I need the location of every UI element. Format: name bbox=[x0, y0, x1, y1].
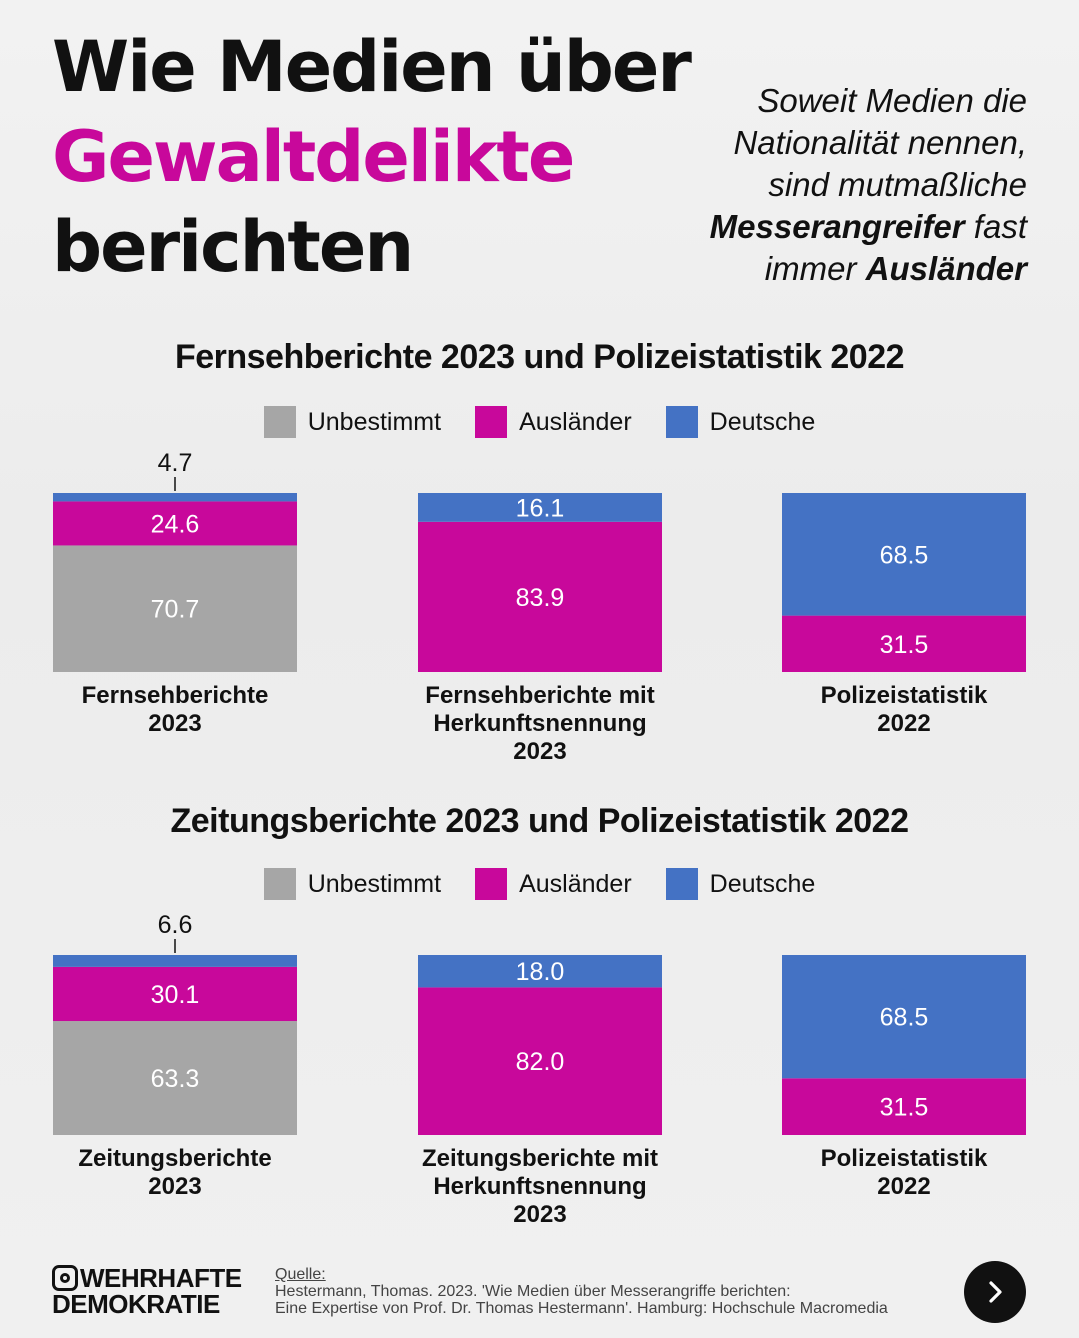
category-label-line: 2023 bbox=[513, 1201, 567, 1228]
legend-swatch-deutsche bbox=[665, 868, 698, 900]
category-label-line: Fernsehberichte bbox=[81, 682, 269, 709]
headline-line-2: Gewaltdelikte bbox=[52, 116, 575, 198]
lead-line-4: Messerangreifer fast bbox=[667, 206, 1027, 248]
brand-line-1: WEHRHAFTE bbox=[80, 1263, 242, 1293]
category-label-3: Polizeistatistik 2022 bbox=[754, 1145, 1054, 1201]
bar-segment-auslaender-3 bbox=[782, 1078, 1026, 1135]
category-label-line: 2022 bbox=[877, 1173, 931, 1200]
category-label-1: Fernsehberichte 2023 bbox=[25, 682, 325, 738]
category-label-line: Fernsehberichte mit bbox=[425, 682, 655, 709]
lead-line-2: Nationalität nennen, bbox=[733, 124, 1027, 161]
data-label-auslaender-1: 24.6 bbox=[151, 510, 200, 538]
legend-label-auslaender: Ausländer bbox=[519, 869, 632, 898]
category-label-line: Polizeistatistik bbox=[820, 682, 988, 709]
chevron-right-icon bbox=[989, 1281, 1002, 1303]
legend-swatch-unbestimmt bbox=[263, 868, 296, 900]
legend-swatch-deutsche bbox=[665, 406, 698, 438]
category-label-line: Herkunftsnennung bbox=[433, 1173, 647, 1200]
next-button[interactable] bbox=[964, 1261, 1026, 1323]
headline: Wie Medien über Gewaltdelikte berichten bbox=[52, 22, 732, 292]
data-label-deutsche-3: 68.5 bbox=[880, 1004, 929, 1032]
category-label-line: 2023 bbox=[148, 1173, 202, 1200]
bar-segment-deutsche-2 bbox=[418, 493, 662, 522]
lead-line-5-pre: immer bbox=[764, 250, 866, 287]
category-label-line: 2023 bbox=[148, 710, 202, 737]
bar-segment-deutsche-3 bbox=[782, 955, 1026, 1079]
data-label-auslaender-3: 31.5 bbox=[880, 1094, 929, 1122]
category-label-line: Zeitungsberichte mit bbox=[421, 1145, 659, 1172]
legend-swatch-auslaender bbox=[475, 868, 508, 900]
legend-item-auslaender: Ausländer bbox=[475, 406, 632, 438]
lead-text: Soweit Medien die Nationalität nennen, s… bbox=[667, 80, 1027, 290]
data-label-auslaender-2: 83.9 bbox=[516, 584, 565, 612]
legend-label-unbestimmt: Unbestimmt bbox=[307, 407, 442, 436]
data-label-unbestimmt-1: 63.3 bbox=[151, 1065, 200, 1093]
category-label-3: Polizeistatistik 2022 bbox=[754, 682, 1054, 738]
chart-2-plot: 63.3 30.1 6.6 82.0 18.0 31.5 68.5 bbox=[53, 911, 1026, 1135]
lead-line-4-rest: fast bbox=[964, 208, 1027, 245]
data-label-deutsche-3: 68.5 bbox=[880, 541, 929, 569]
legend-label-auslaender: Ausländer bbox=[519, 407, 632, 436]
source-line-1: Hestermann, Thomas. 2023. 'Wie Medien üb… bbox=[275, 1283, 791, 1300]
headline-line-1: Wie Medien über bbox=[52, 26, 692, 108]
legend-item-deutsche: Deutsche bbox=[665, 406, 816, 438]
category-label-2: Zeitungsberichte mit Herkunftsnennung 2023 bbox=[390, 1145, 690, 1229]
data-label-deutsche-1: 6.6 bbox=[158, 911, 193, 939]
lead-line-3: sind mutmaßliche bbox=[768, 166, 1027, 203]
bar-segment-auslaender-2 bbox=[418, 987, 662, 1135]
category-label-line: Polizeistatistik bbox=[820, 1145, 988, 1172]
lead-line-5: immer Ausländer bbox=[667, 248, 1027, 290]
bar-segment-auslaender-1 bbox=[53, 966, 297, 1022]
data-label-auslaender-1: 30.1 bbox=[151, 981, 200, 1009]
legend-label-unbestimmt: Unbestimmt bbox=[307, 869, 442, 898]
source-line-2: Eine Expertise von Prof. Dr. Thomas Hest… bbox=[275, 1300, 888, 1317]
category-label-line: Zeitungsberichte bbox=[78, 1145, 272, 1172]
legend-item-unbestimmt: Unbestimmt bbox=[263, 868, 442, 900]
legend-swatch-unbestimmt bbox=[263, 406, 296, 438]
bar-segment-unbestimmt-1 bbox=[53, 1021, 297, 1135]
category-label-line: 2023 bbox=[513, 738, 567, 765]
instagram-icon bbox=[52, 1265, 78, 1291]
lead-emphasis-2: Ausländer bbox=[865, 250, 1027, 287]
bar-segment-auslaender-2 bbox=[418, 521, 662, 672]
bar-segment-deutsche-1 bbox=[53, 493, 297, 502]
category-label-1: Zeitungsberichte 2023 bbox=[25, 1145, 325, 1201]
source-label: Quelle: bbox=[275, 1266, 326, 1283]
brand-logo[interactable]: WEHRHAFTE DEMOKRATIE bbox=[52, 1265, 242, 1317]
legend-label-deutsche: Deutsche bbox=[709, 869, 816, 898]
data-label-auslaender-3: 31.5 bbox=[880, 631, 929, 659]
source-note: Quelle: Hestermann, Thomas. 2023. 'Wie M… bbox=[275, 1266, 935, 1317]
bar-segment-unbestimmt-1 bbox=[53, 545, 297, 672]
chart-2-legend: Unbestimmt Ausländer Deutsche bbox=[0, 867, 1079, 901]
chart-1-legend: Unbestimmt Ausländer Deutsche bbox=[0, 405, 1079, 439]
legend-item-unbestimmt: Unbestimmt bbox=[263, 406, 442, 438]
headline-line-3: berichten bbox=[52, 206, 414, 288]
legend-swatch-auslaender bbox=[475, 406, 508, 438]
legend-label-deutsche: Deutsche bbox=[709, 407, 816, 436]
bar-segment-auslaender-3 bbox=[782, 615, 1026, 672]
category-label-line: Herkunftsnennung bbox=[433, 710, 647, 737]
brand-line-2: DEMOKRATIE bbox=[52, 1289, 220, 1319]
data-label-deutsche-2: 16.1 bbox=[516, 494, 565, 522]
bar-segment-deutsche-2 bbox=[418, 955, 662, 988]
chart-1-plot: 70.7 24.6 4.7 83.9 16.1 31.5 68.5 bbox=[53, 449, 1026, 672]
data-label-deutsche-1: 4.7 bbox=[158, 449, 193, 477]
lead-emphasis-1: Messerangreifer bbox=[709, 208, 965, 245]
bar-segment-deutsche-1 bbox=[53, 955, 297, 967]
category-label-2: Fernsehberichte mit Herkunftsnennung 2023 bbox=[390, 682, 690, 766]
legend-item-auslaender: Ausländer bbox=[475, 868, 632, 900]
category-label-line: 2022 bbox=[877, 710, 931, 737]
chart-1-title: Fernsehberichte 2023 und Polizeistatisti… bbox=[174, 338, 905, 376]
data-label-deutsche-2: 18.0 bbox=[516, 958, 565, 986]
lead-line-1: Soweit Medien die bbox=[757, 82, 1027, 119]
chart-2-title: Zeitungsberichte 2023 und Polizeistatist… bbox=[170, 802, 909, 840]
data-label-unbestimmt-1: 70.7 bbox=[151, 596, 200, 624]
data-label-auslaender-2: 82.0 bbox=[516, 1048, 565, 1076]
bar-segment-auslaender-1 bbox=[53, 501, 297, 546]
bar-segment-deutsche-3 bbox=[782, 493, 1026, 616]
legend-item-deutsche: Deutsche bbox=[665, 868, 816, 900]
